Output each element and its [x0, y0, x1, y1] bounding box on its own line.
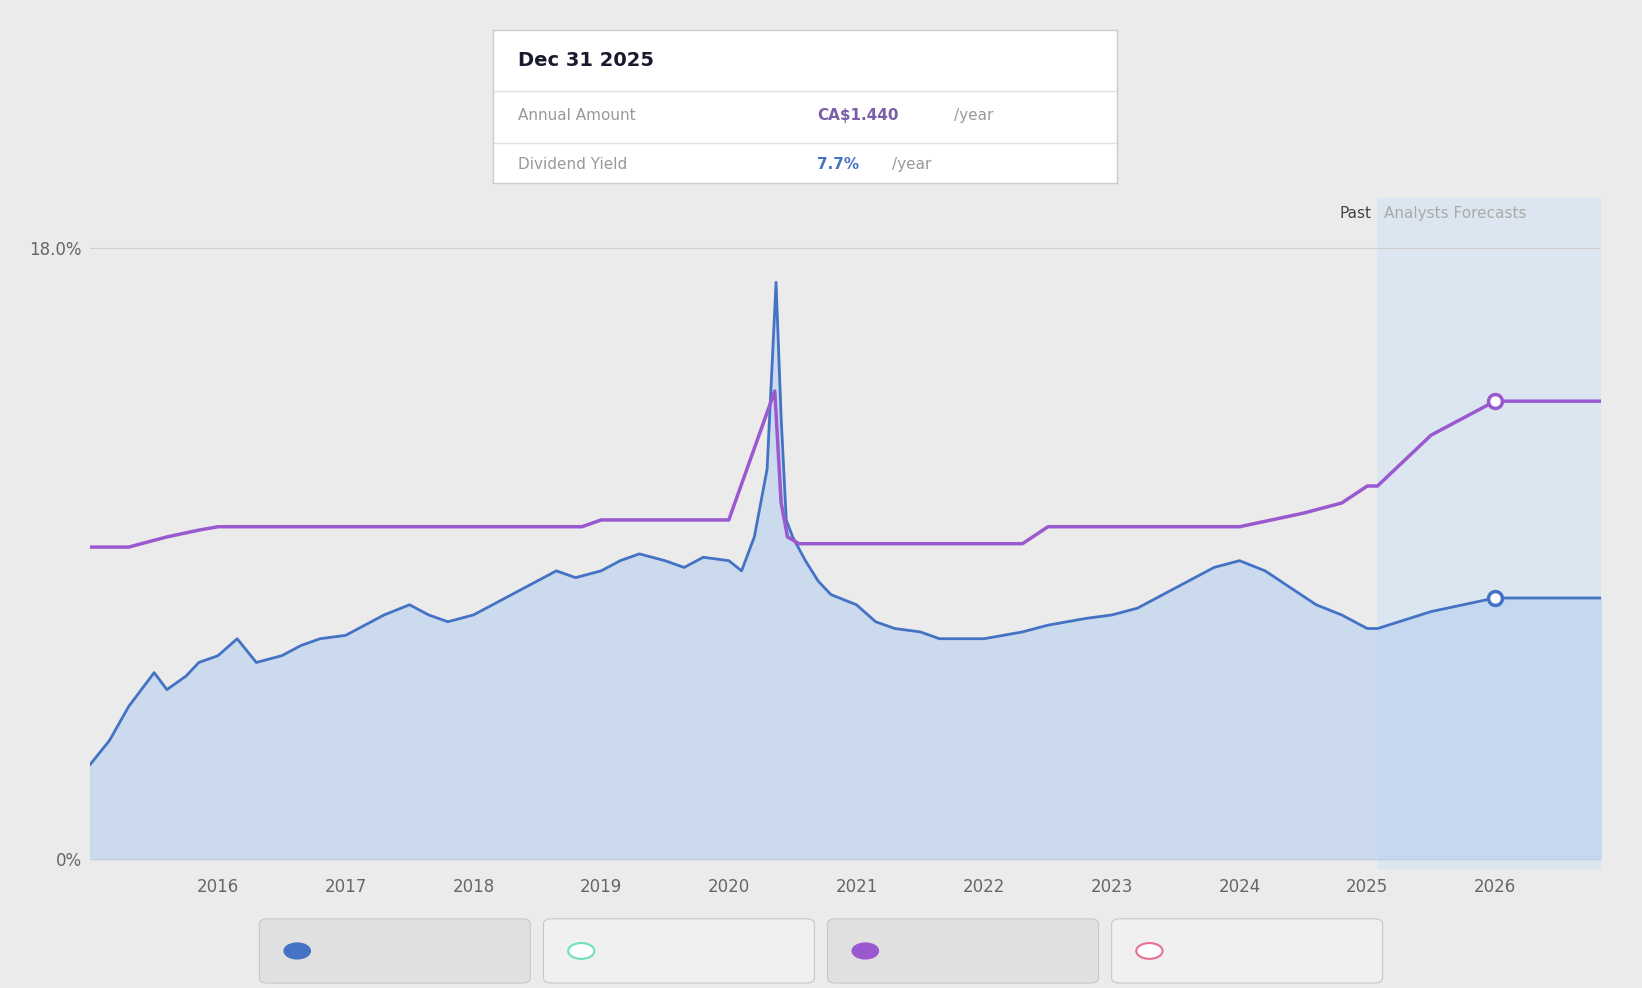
Text: Dividend Yield: Dividend Yield: [320, 944, 443, 958]
Bar: [1378, 198, 1601, 869]
Text: Past: Past: [1340, 206, 1371, 221]
Text: Annual Amount: Annual Amount: [517, 108, 635, 123]
Text: Earnings Per Share: Earnings Per Share: [1172, 944, 1337, 958]
Text: CA$1.440: CA$1.440: [818, 108, 898, 123]
Text: Dec 31 2025: Dec 31 2025: [517, 50, 654, 70]
Text: Analysts Forecasts: Analysts Forecasts: [1384, 206, 1527, 221]
Text: /year: /year: [954, 108, 993, 123]
Text: Annual Amount: Annual Amount: [888, 944, 1021, 958]
Text: 7.7%: 7.7%: [818, 157, 859, 172]
Text: /year: /year: [892, 157, 931, 172]
Text: Dividend Yield: Dividend Yield: [517, 157, 627, 172]
Text: Dividend Payments: Dividend Payments: [604, 944, 768, 958]
